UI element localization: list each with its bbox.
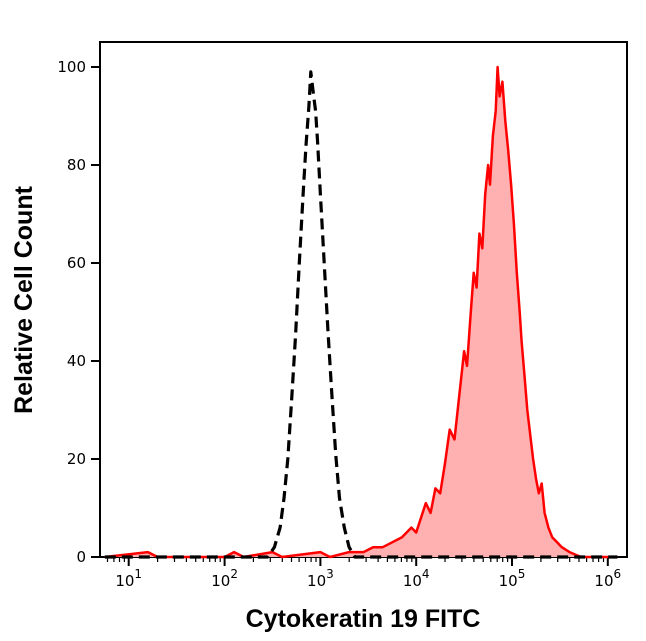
x-tick-label: 102	[211, 567, 238, 590]
red-filled-curve-fill	[104, 67, 618, 557]
x-tick-label: 101	[115, 567, 142, 590]
x-tick-label: 105	[499, 567, 526, 590]
x-axis-ticks: 101 102 103 104 105 106	[106, 557, 621, 590]
y-axis-ticks: 0 20 40 60 80 100	[57, 58, 100, 566]
black-dashed-curve	[104, 70, 618, 559]
y-tick-label: 60	[67, 254, 86, 272]
y-tick-label: 20	[67, 450, 86, 468]
y-tick-label: 100	[57, 58, 86, 76]
x-tick-label: 103	[307, 567, 334, 590]
y-tick-label: 0	[76, 548, 86, 566]
plot-frame	[99, 41, 628, 558]
red-filled-curve	[104, 65, 618, 559]
series-curves	[104, 65, 618, 559]
y-tick-label: 80	[67, 156, 86, 174]
x-axis-title: Cytokeratin 19 FITC	[246, 605, 481, 633]
x-tick-label: 104	[403, 567, 430, 590]
y-axis-title: Relative Cell Count	[10, 185, 38, 413]
y-tick-label: 40	[67, 352, 86, 370]
x-tick-label: 106	[594, 567, 621, 590]
